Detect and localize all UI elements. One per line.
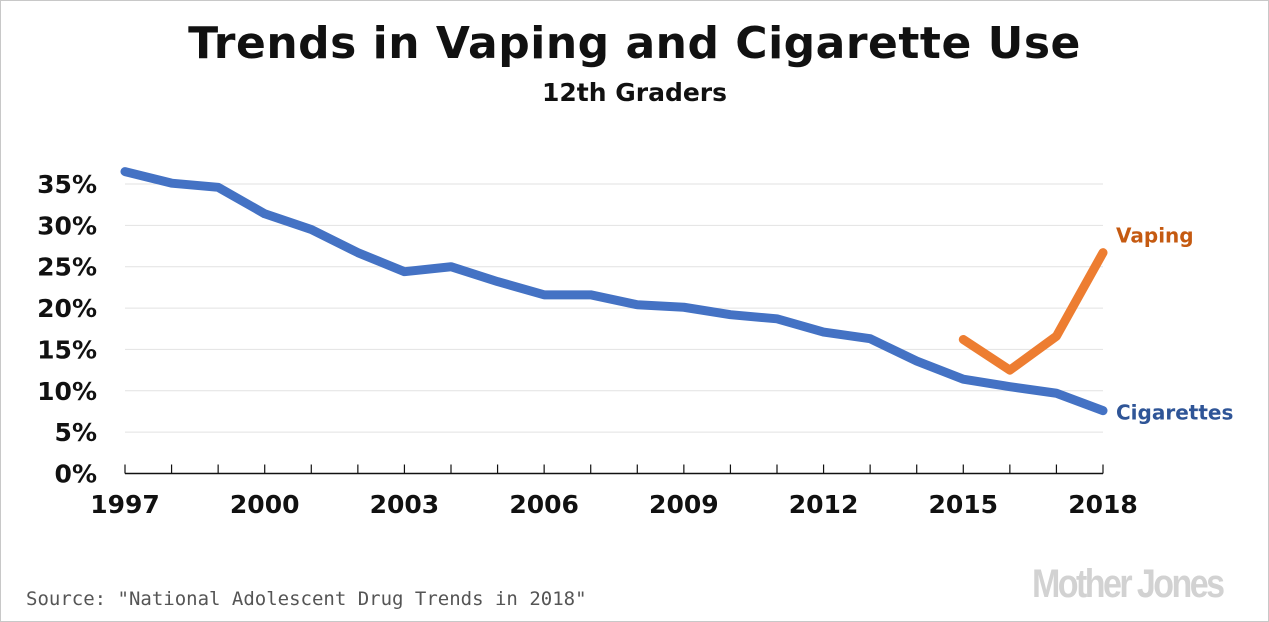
mother-jones-logo: Mother Jones <box>1032 562 1225 606</box>
x-tick-label: 2012 <box>789 490 859 519</box>
y-tick-label: 15% <box>37 335 97 364</box>
series-label-vaping: Vaping <box>1116 224 1194 248</box>
y-tick-label: 0% <box>55 460 97 489</box>
y-tick-label: 35% <box>37 170 97 199</box>
x-tick-label: 2009 <box>649 490 719 519</box>
y-tick-label: 10% <box>37 377 97 406</box>
series-label-cigarettes: Cigarettes <box>1116 401 1233 425</box>
chart-title: Trends in Vaping and Cigarette Use <box>188 18 1081 69</box>
x-tick-label: 1997 <box>90 490 160 519</box>
y-tick-label: 5% <box>55 418 97 447</box>
x-tick-label: 2006 <box>509 490 579 519</box>
x-tick-label: 2015 <box>928 490 998 519</box>
y-tick-label: 25% <box>37 253 97 282</box>
series-line-cigarettes <box>120 167 1108 416</box>
y-tick-label: 30% <box>37 211 97 240</box>
x-tick-label: 2003 <box>370 490 440 519</box>
x-tick-label: 2000 <box>230 490 300 519</box>
series-line-vaping <box>958 248 1108 375</box>
y-tick-label: 20% <box>37 294 97 323</box>
source-note: Source: "National Adolescent Drug Trends… <box>26 588 587 610</box>
x-tick-label: 2018 <box>1068 490 1138 519</box>
chart-subtitle: 12th Graders <box>541 78 728 107</box>
